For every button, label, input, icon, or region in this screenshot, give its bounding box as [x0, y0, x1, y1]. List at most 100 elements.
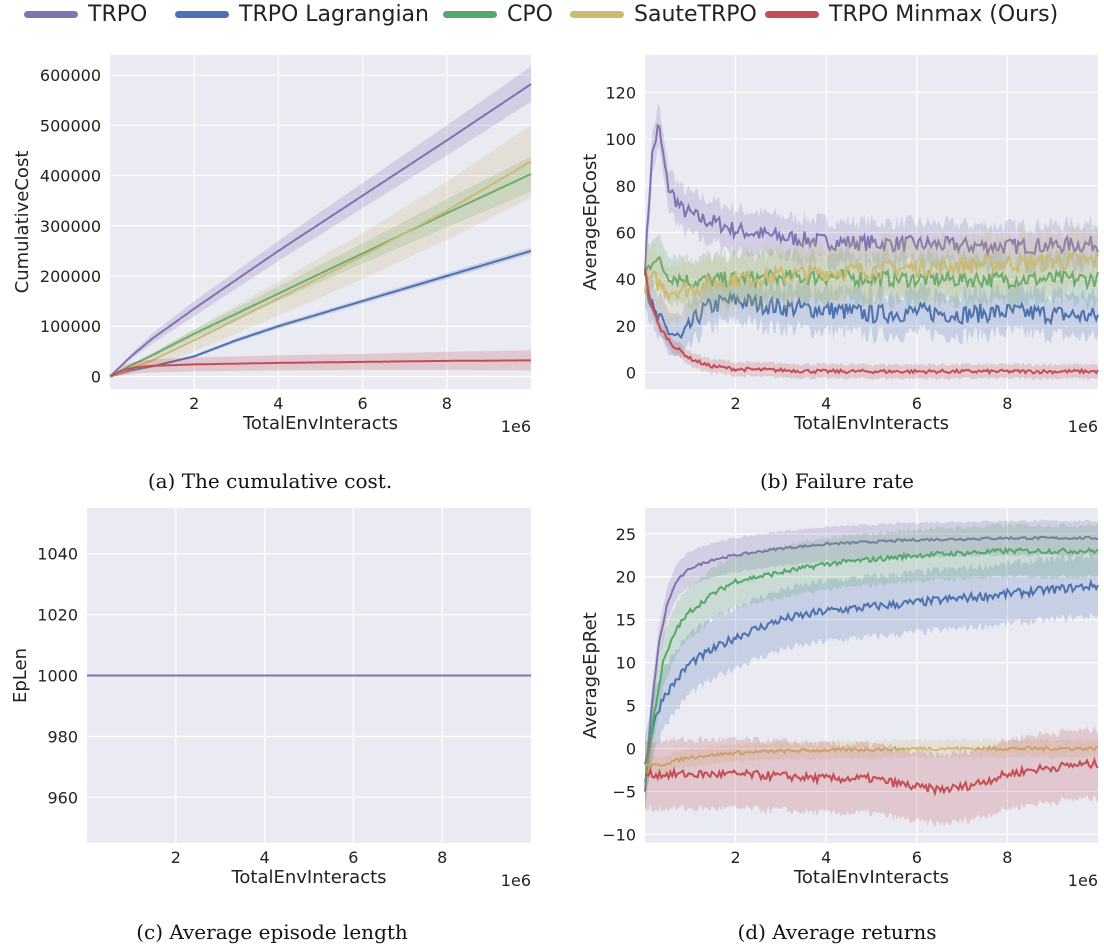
- y-tick-label: −5: [612, 782, 636, 801]
- legend-swatch: [765, 11, 819, 18]
- x-tick-label: 4: [821, 394, 831, 413]
- series-line-trpo-lagrangian: [644, 578, 1099, 765]
- y-tick-label: 1000: [37, 667, 78, 686]
- legend-label: TRPO: [88, 2, 148, 27]
- x-tick-label: 6: [912, 394, 922, 413]
- band-cpo: [645, 522, 1098, 808]
- y-tick-label: 1040: [37, 545, 78, 564]
- y-tick-label: 0: [626, 740, 636, 759]
- legend-label: TRPO Minmax (Ours): [829, 2, 1059, 27]
- plot-area-a: [110, 55, 531, 389]
- legend-item-trpo-lagrangian: TRPO Lagrangian: [175, 2, 429, 27]
- legend-label: TRPO Lagrangian: [239, 2, 429, 27]
- y-tick-label: 10: [616, 654, 636, 673]
- legend-swatch: [24, 11, 78, 18]
- band-trpo-minmax-ours: [645, 261, 1098, 381]
- series-line-trpo: [109, 83, 532, 378]
- band-trpo: [110, 66, 531, 377]
- y-axis-label: CumulativeCost: [12, 151, 33, 294]
- series-line-trpo-lagrangian: [644, 286, 1099, 340]
- y-tick-label: 60: [616, 224, 636, 243]
- x-tick-label: 8: [1002, 848, 1012, 867]
- series-line-trpo: [644, 535, 1099, 792]
- y-tick-label: 400000: [40, 167, 101, 186]
- legend-label: SauteTRPO: [634, 2, 757, 27]
- legend-item-sautetrpo: SauteTRPO: [570, 2, 757, 27]
- x-tick-label: 8: [1002, 394, 1012, 413]
- band-cpo: [645, 233, 1098, 311]
- y-tick-label: 25: [616, 525, 636, 544]
- y-tick-label: 100000: [40, 317, 101, 336]
- series-line-cpo: [109, 173, 532, 378]
- series-line-trpo: [644, 123, 1099, 276]
- x-axis-label: TotalEnvInteracts: [242, 413, 398, 434]
- band-trpo-lagrangian: [645, 551, 1098, 795]
- series-line-sautetrpo: [644, 745, 1099, 769]
- y-tick-label: 20: [616, 568, 636, 587]
- y-tick-label: 0: [91, 367, 101, 386]
- y-tick-label: 1020: [37, 606, 78, 625]
- legend-swatch: [570, 11, 624, 18]
- series-line-sautetrpo: [644, 249, 1099, 302]
- series-line-trpo-minmax-ours: [644, 756, 1099, 797]
- x-tick-label: 8: [437, 848, 447, 867]
- series-line-sautetrpo: [109, 160, 532, 378]
- legend-label: CPO: [507, 2, 553, 27]
- x-scale-label: 1e6: [1068, 417, 1098, 436]
- y-tick-label: 80: [616, 177, 636, 196]
- y-tick-label: 120: [605, 83, 636, 102]
- y-tick-label: 0: [626, 364, 636, 383]
- series-line-trpo-minmax-ours: [109, 359, 531, 378]
- y-tick-label: 5: [626, 697, 636, 716]
- caption-c: (c) Average episode length: [136, 920, 408, 944]
- plot-area-d: [645, 508, 1098, 843]
- x-axis-label: TotalEnvInteracts: [230, 867, 386, 888]
- y-tick-label: 20: [616, 317, 636, 336]
- x-tick-label: 4: [260, 848, 270, 867]
- y-tick-label: 600000: [40, 66, 101, 85]
- x-tick-label: 2: [171, 848, 181, 867]
- legend-item-trpo: TRPO: [24, 2, 147, 27]
- x-tick-label: 6: [348, 848, 358, 867]
- series-line-trpo-minmax-ours: [644, 268, 1099, 376]
- y-tick-label: 980: [47, 727, 78, 746]
- series-line-cpo: [644, 255, 1099, 292]
- x-tick-label: 2: [189, 394, 199, 413]
- x-scale-label: 1e6: [1068, 871, 1098, 890]
- x-tick-label: 2: [731, 848, 741, 867]
- legend-swatch: [175, 11, 229, 18]
- x-tick-label: 6: [912, 848, 922, 867]
- series-line-cpo: [644, 546, 1099, 783]
- band-trpo-minmax-ours: [645, 725, 1098, 828]
- y-tick-label: 100: [605, 130, 636, 149]
- x-tick-label: 8: [442, 394, 452, 413]
- series-line-trpo-lagrangian: [109, 249, 532, 378]
- figure-legend: TRPO TRPO Lagrangian CPO SauteTRPO TRPO …: [0, 0, 1104, 34]
- caption-b: (b) Failure rate: [760, 469, 914, 493]
- band-trpo: [645, 519, 1098, 809]
- y-tick-label: 500000: [40, 116, 101, 135]
- x-tick-label: 2: [731, 394, 741, 413]
- band-trpo: [645, 104, 1098, 297]
- x-scale-label: 1e6: [501, 871, 531, 890]
- y-axis-label: EpLen: [10, 648, 31, 703]
- x-tick-label: 6: [358, 394, 368, 413]
- y-tick-label: 200000: [40, 267, 101, 286]
- legend-item-cpo: CPO: [443, 2, 553, 27]
- band-cpo: [110, 156, 531, 377]
- caption-d: (d) Average returns: [737, 920, 937, 944]
- x-axis-label: TotalEnvInteracts: [793, 413, 949, 434]
- caption-a: (a) The cumulative cost.: [147, 469, 393, 493]
- x-tick-label: 4: [273, 394, 283, 413]
- x-tick-label: 4: [821, 848, 831, 867]
- y-tick-label: 40: [616, 270, 636, 289]
- legend-swatch: [443, 11, 497, 18]
- legend-item-trpo-minmax: TRPO Minmax (Ours): [765, 2, 1058, 27]
- y-axis-label: AverageEpRet: [580, 612, 601, 739]
- band-trpo-lagrangian: [110, 247, 531, 377]
- y-tick-label: −10: [602, 825, 636, 844]
- y-tick-label: 960: [47, 788, 78, 807]
- y-tick-label: 15: [616, 611, 636, 630]
- x-axis-label: TotalEnvInteracts: [793, 867, 949, 888]
